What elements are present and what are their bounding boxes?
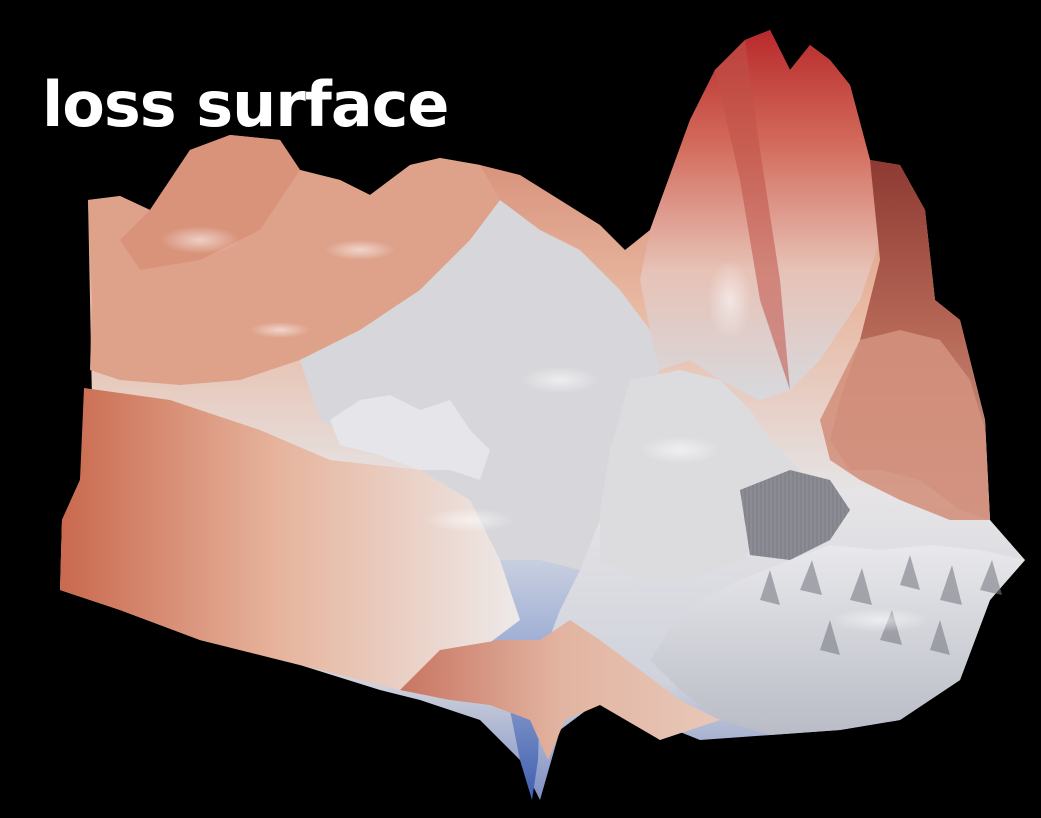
surface-rough-spikes	[760, 555, 1002, 655]
surface-highlights	[160, 226, 930, 632]
surface-front-left	[60, 388, 540, 690]
figure-title: loss surface	[42, 68, 449, 141]
surface-central-valley	[300, 200, 660, 640]
surface-stripe-texture	[740, 470, 850, 560]
surface-rough-terrain	[650, 545, 1025, 735]
surface-peak-crease	[715, 40, 790, 390]
surface-front-lip	[400, 620, 720, 760]
surface-central-bumps	[330, 395, 490, 480]
surface-right-shoulder	[820, 330, 990, 520]
